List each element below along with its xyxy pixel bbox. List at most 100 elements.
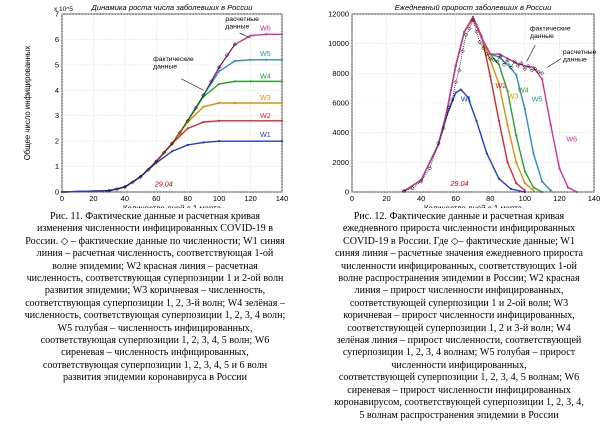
annotation-arrow	[181, 78, 204, 91]
series-point	[497, 82, 501, 85]
caption-line: зелёная линия – прирост численности, соо…	[336, 335, 582, 347]
y-tick-label: 2	[55, 137, 59, 146]
x-axis-label: Количество дней с 1 марта	[424, 204, 523, 208]
series-point	[202, 120, 205, 124]
caption-line: соответствующая суперпозиции 1, 2, 3-й в…	[25, 297, 285, 309]
series-point	[454, 64, 457, 68]
series-point	[186, 143, 189, 147]
series-label-w1: W1	[260, 130, 271, 139]
caption-line: линия – прирост численности инфицированн…	[354, 285, 564, 297]
caption-line: линия – расчетная численность, соответст…	[36, 248, 274, 260]
series-point	[445, 109, 449, 112]
series-point	[454, 91, 457, 94]
series-point	[265, 33, 268, 36]
x-tick-label: 100	[519, 194, 532, 203]
caption-line: соответствующая суперпозиции 1, 2, 3, 4,…	[40, 335, 270, 347]
x-tick-label: 80	[486, 194, 494, 203]
fact-point	[161, 150, 167, 155]
caption-line: соответствующей суперпозиции 1, 2 и 3-й …	[347, 322, 571, 334]
fact-point	[427, 166, 432, 171]
x-tick-label: 80	[184, 194, 192, 203]
series-point	[541, 190, 544, 194]
annotation-factual: фактические данные	[153, 56, 194, 71]
series-point	[233, 59, 236, 63]
fact-point	[446, 105, 451, 110]
fact-point	[138, 174, 143, 179]
fact-point	[457, 68, 462, 73]
x-tick-label: 140	[276, 194, 289, 203]
x-axis-label: Количество дней с 1 марта	[123, 204, 222, 208]
series-point	[509, 187, 513, 191]
figure-12-chart: 0 20 40 60 80 100 120 140 0 2000 4000 6000 8000 10000…	[316, 2, 600, 213]
fact-point	[519, 60, 524, 66]
series-label-w4: W4	[518, 86, 529, 95]
series-point	[549, 189, 552, 192]
figure-11-chart: 0 20 40 60 80 100 120 140 0 1 2 3 4 5 6 7 Динамика роста…	[18, 2, 290, 213]
fact-point	[154, 159, 159, 164]
fact-line	[109, 44, 236, 192]
series-point	[249, 80, 252, 83]
y-tick-label: 3	[55, 111, 59, 120]
series-point	[170, 150, 174, 153]
caption-line: соответствующая суперпозиции 1, 2, 3, 4,…	[42, 359, 268, 371]
series-point	[249, 58, 252, 61]
fact-point	[453, 80, 458, 85]
y-tick-label: 5	[55, 60, 59, 69]
fact-point	[460, 48, 465, 54]
caption-line: численность, соответствующая суперпозици…	[24, 310, 286, 322]
series-point	[466, 95, 469, 99]
series-point	[280, 80, 284, 83]
series-point	[202, 105, 205, 108]
x-tick-label: 40	[121, 194, 129, 203]
series-label-w1: W1	[461, 95, 472, 104]
caption-line: Рис. 12. Фактические данные и расчетная …	[353, 211, 565, 222]
fact-point	[477, 40, 483, 45]
y-tick-label: 0	[55, 188, 59, 197]
fact-point	[467, 26, 472, 31]
fact-point	[522, 66, 528, 72]
growth-chart-svg: 0 20 40 60 80 100 120 140 0 1 2 3 4 5 6 7 Динамика роста…	[23, 3, 289, 213]
caption-line: W5 голубая – численность инфицированных,	[57, 322, 253, 334]
series-point	[523, 189, 526, 192]
x-tick-label: 100	[213, 194, 226, 203]
chart-title: Ежедневный прирост заболевших в России	[395, 3, 552, 12]
daily-growth-chart-svg: 0 20 40 60 80 100 120 140 0 2000 4000 6000 8000 10000…	[328, 3, 600, 213]
fact-point	[441, 126, 446, 131]
caption-line: COVID-19 в России. Где ◇– фактические да…	[342, 235, 576, 247]
series-label-w6: W6	[260, 23, 271, 32]
fact-point	[501, 62, 507, 67]
fact-point	[526, 63, 531, 69]
series-label-w5: W5	[260, 49, 271, 58]
series-point	[186, 120, 189, 124]
y-tick-label: 6000	[332, 99, 349, 108]
fact-point	[418, 179, 424, 184]
series-point	[218, 101, 221, 105]
fact-point	[436, 140, 441, 146]
series-label-w2: W2	[495, 81, 506, 90]
y-tick-label: 6	[55, 35, 59, 44]
series-point	[532, 186, 535, 189]
fact-point	[488, 56, 493, 61]
x-tick-label: 20	[89, 194, 97, 203]
series-point	[475, 119, 478, 122]
series-point	[233, 101, 236, 105]
y-tick-label: 10000	[328, 39, 349, 48]
fact-point	[508, 65, 514, 70]
annotation-arrow	[239, 32, 251, 39]
x-tick-label: 120	[553, 194, 566, 203]
series-point	[233, 80, 236, 83]
caption-line: численности инфицированных, соответствую…	[341, 260, 577, 272]
fact-point	[177, 130, 183, 136]
x-tick-label: 60	[452, 194, 460, 203]
y-tick-label: 8000	[332, 69, 349, 78]
annotation-calculated: расчетные данные	[563, 49, 597, 64]
caption-line: соответствующей суперпозиции 1, 2, 3, 4,…	[338, 372, 580, 384]
fact-point	[474, 29, 479, 34]
fact-point	[498, 53, 503, 58]
fact-point	[450, 97, 455, 103]
series-point	[155, 161, 158, 164]
series-point	[218, 140, 221, 143]
series-point	[541, 180, 544, 183]
series-point	[280, 140, 284, 143]
y-tick-label: 1	[55, 162, 59, 171]
